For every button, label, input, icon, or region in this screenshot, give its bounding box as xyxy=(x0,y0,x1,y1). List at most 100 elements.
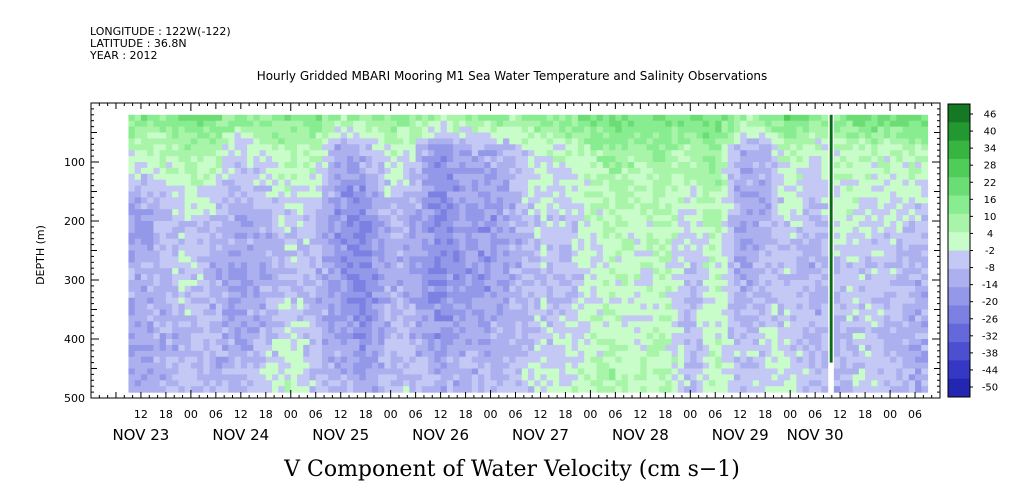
heatmap-cell xyxy=(303,144,311,151)
heatmap-cell xyxy=(272,327,279,334)
heatmap-cell xyxy=(390,262,398,269)
heatmap-cell xyxy=(253,285,261,293)
heatmap-cell xyxy=(465,309,473,316)
heatmap-cell xyxy=(546,268,554,275)
heatmap-cell xyxy=(702,156,710,163)
heatmap-cell xyxy=(340,274,348,281)
heatmap-cell xyxy=(378,356,385,364)
heatmap-cell xyxy=(740,226,748,234)
heatmap-cell xyxy=(596,285,604,293)
heatmap-cell xyxy=(765,344,773,352)
heatmap-cell xyxy=(446,167,454,175)
heatmap-cell xyxy=(490,238,498,246)
heatmap-cell xyxy=(740,327,748,334)
heatmap-cell xyxy=(190,126,198,134)
heatmap-cell xyxy=(365,303,373,311)
heatmap-cell xyxy=(253,303,261,311)
heatmap-cell xyxy=(159,197,167,204)
heatmap-cell xyxy=(284,362,292,370)
heatmap-cell xyxy=(172,150,179,157)
heatmap-cell xyxy=(172,126,179,134)
heatmap-cell xyxy=(783,232,791,240)
heatmap-cell xyxy=(546,167,554,175)
heatmap-cell xyxy=(228,274,236,281)
heatmap-cell xyxy=(721,315,729,322)
heatmap-cell xyxy=(496,167,504,175)
heatmap-cell xyxy=(415,209,423,216)
heatmap-cell xyxy=(521,280,529,287)
heatmap-cell xyxy=(771,215,779,222)
heatmap-cell xyxy=(659,120,666,128)
heatmap-cell xyxy=(378,185,385,193)
heatmap-cell xyxy=(559,256,567,263)
heatmap-cell xyxy=(590,162,598,169)
heatmap-cell xyxy=(671,150,679,157)
heatmap-cell xyxy=(615,309,623,316)
heatmap-cell xyxy=(247,339,254,346)
heatmap-cell xyxy=(290,197,298,204)
heatmap-cell xyxy=(228,232,236,240)
heatmap-cell xyxy=(384,274,392,281)
heatmap-cell xyxy=(709,221,716,228)
heatmap-cell xyxy=(390,368,398,375)
heatmap-cell xyxy=(128,309,136,316)
heatmap-cell xyxy=(565,374,573,381)
heatmap-cell xyxy=(147,244,155,252)
heatmap-cell xyxy=(552,333,560,340)
heatmap-cell xyxy=(584,356,592,364)
heatmap-cell xyxy=(365,262,373,269)
heatmap-cell xyxy=(559,356,567,364)
heatmap-cell xyxy=(471,256,479,263)
heatmap-cell xyxy=(378,291,385,299)
heatmap-cell xyxy=(515,350,523,358)
heatmap-cell xyxy=(428,262,435,269)
heatmap-cell xyxy=(521,268,529,275)
heatmap-cell xyxy=(415,191,423,198)
heatmap-cell xyxy=(627,256,635,263)
heatmap-cell xyxy=(309,191,317,198)
heatmap-cell xyxy=(428,185,435,193)
heatmap-cell xyxy=(509,321,517,328)
heatmap-cell xyxy=(496,356,504,364)
heatmap-cell xyxy=(328,162,336,169)
heatmap-cell xyxy=(203,162,211,169)
heatmap-cell xyxy=(715,350,723,358)
heatmap-cell xyxy=(128,268,136,275)
heatmap-cell xyxy=(253,321,261,328)
heatmap-cell xyxy=(390,321,398,328)
heatmap-cell xyxy=(777,250,785,257)
heatmap-cell xyxy=(627,374,635,381)
heatmap-cell xyxy=(665,114,673,122)
heatmap-cell xyxy=(278,380,286,387)
heatmap-cell xyxy=(415,221,423,228)
heatmap-cell xyxy=(671,374,679,381)
heatmap-cell xyxy=(727,226,735,234)
heatmap-cell xyxy=(215,167,223,175)
heatmap-cell xyxy=(247,262,254,269)
heatmap-cell xyxy=(203,197,211,204)
heatmap-cell xyxy=(577,150,585,157)
heatmap-cell xyxy=(702,262,710,269)
heatmap-cell xyxy=(509,215,517,222)
heatmap-cell xyxy=(353,297,361,305)
heatmap-cell xyxy=(459,126,467,134)
heatmap-cell xyxy=(378,327,385,334)
heatmap-cell xyxy=(771,120,779,128)
heatmap-cell xyxy=(484,244,492,252)
heatmap-cell xyxy=(434,333,442,340)
heatmap-cell xyxy=(740,256,748,263)
heatmap-cell xyxy=(140,350,148,358)
heatmap-cell xyxy=(459,226,467,234)
heatmap-cell xyxy=(752,191,760,198)
heatmap-cell xyxy=(240,167,248,175)
heatmap-cell xyxy=(340,280,348,287)
heatmap-cell xyxy=(165,350,173,358)
heatmap-cell xyxy=(440,315,448,322)
heatmap-cell xyxy=(752,274,760,281)
heatmap-cell xyxy=(777,144,785,151)
heatmap-cell xyxy=(752,262,760,269)
heatmap-cell xyxy=(546,114,554,122)
heatmap-cell xyxy=(777,274,785,281)
heatmap-cell xyxy=(540,303,548,311)
heatmap-cell xyxy=(571,380,579,387)
